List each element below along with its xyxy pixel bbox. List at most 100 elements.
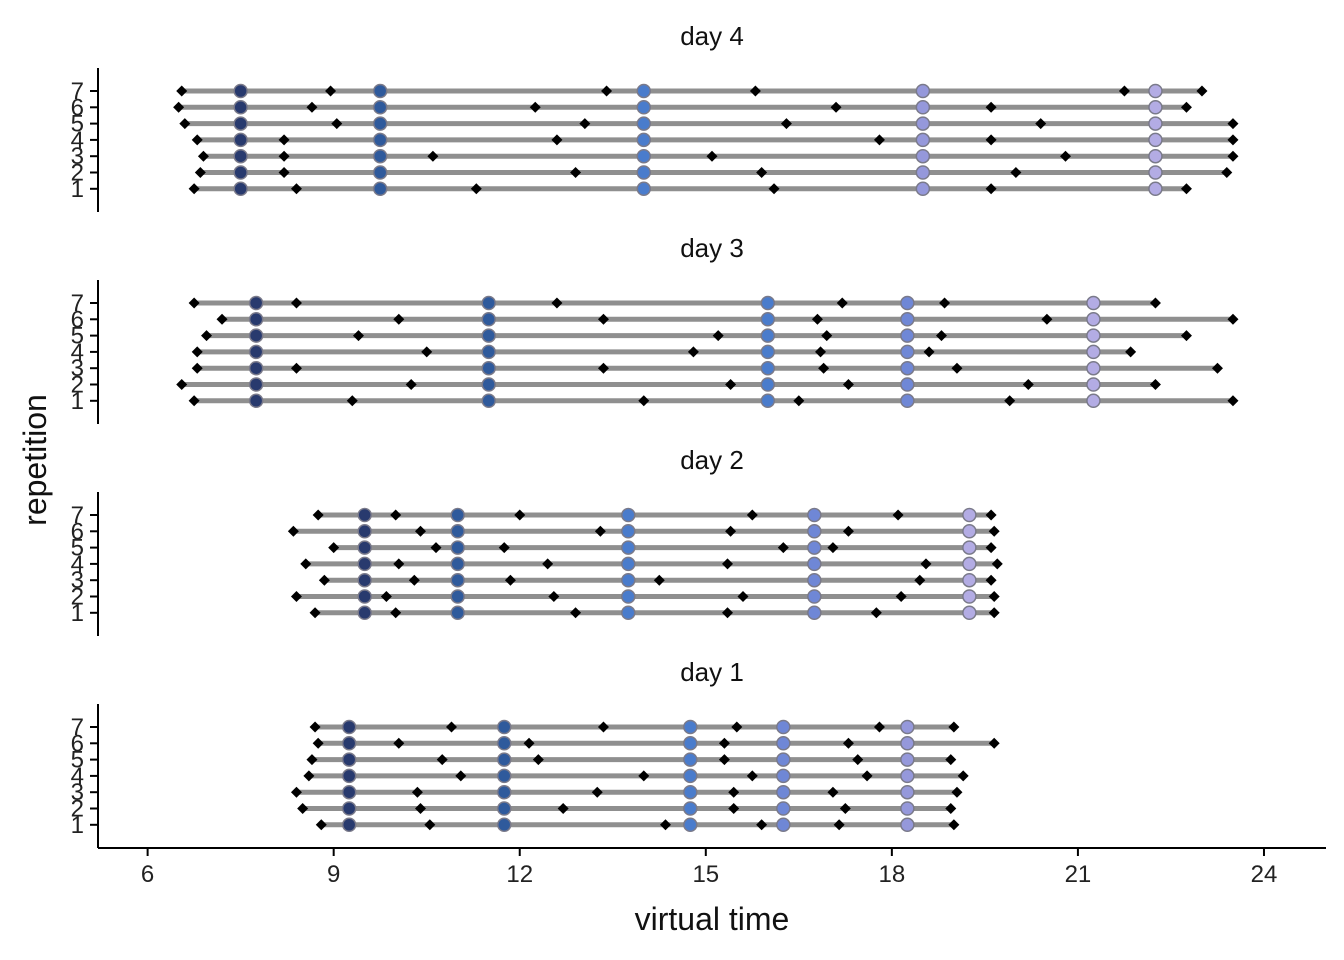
event-point xyxy=(722,558,734,570)
event-point xyxy=(1022,379,1034,390)
marker-point xyxy=(372,100,388,115)
marker-point xyxy=(915,165,931,180)
marker-point xyxy=(807,507,822,523)
event-point xyxy=(570,607,582,619)
x-axis-title: virtual time xyxy=(635,901,790,937)
event-point xyxy=(315,819,327,831)
marker-point xyxy=(481,344,496,360)
y-tick-label: 6 xyxy=(71,730,84,757)
marker-point xyxy=(776,801,791,816)
event-point xyxy=(325,85,337,97)
event-point xyxy=(728,786,740,798)
event-point xyxy=(424,819,436,831)
event-point xyxy=(988,591,1000,602)
event-point xyxy=(557,803,569,814)
marker-point xyxy=(683,768,698,784)
event-point xyxy=(842,379,854,390)
marker-point xyxy=(807,556,822,572)
marker-point xyxy=(807,572,822,588)
marker-point xyxy=(962,540,977,555)
event-point xyxy=(659,819,671,831)
marker-point xyxy=(807,540,822,555)
y-tick-label: 3 xyxy=(71,143,84,170)
event-point xyxy=(290,786,302,798)
marker-point xyxy=(915,100,931,115)
event-point xyxy=(985,134,997,146)
x-tick-label: 12 xyxy=(506,861,533,888)
marker-point xyxy=(1086,295,1101,311)
marker-point xyxy=(636,132,652,148)
marker-point xyxy=(357,605,372,621)
event-point xyxy=(870,607,882,619)
event-point xyxy=(749,85,761,97)
event-point xyxy=(570,167,582,178)
marker-point xyxy=(248,312,264,327)
event-point xyxy=(504,574,516,586)
event-point xyxy=(346,395,358,407)
marker-point xyxy=(962,572,977,588)
event-point xyxy=(278,150,290,162)
marker-point xyxy=(962,556,977,572)
marker-point xyxy=(621,605,636,621)
event-point xyxy=(746,509,758,521)
event-point xyxy=(415,803,427,814)
event-point xyxy=(833,819,845,831)
event-point xyxy=(297,803,309,814)
event-point xyxy=(818,362,830,374)
x-tick-label: 15 xyxy=(692,861,719,888)
marker-point xyxy=(900,360,915,376)
y-tick-label: 1 xyxy=(71,600,84,627)
marker-point xyxy=(450,524,465,539)
event-point xyxy=(597,313,609,325)
event-point xyxy=(551,134,563,146)
event-point xyxy=(1149,379,1161,390)
marker-point xyxy=(776,768,791,784)
marker-point xyxy=(450,572,465,588)
marker-point xyxy=(621,524,636,539)
marker-point xyxy=(915,148,931,164)
marker-point xyxy=(450,507,465,523)
marker-point xyxy=(450,589,465,604)
event-point xyxy=(728,803,740,814)
event-point xyxy=(985,542,997,554)
marker-point xyxy=(372,116,388,131)
marker-point xyxy=(621,572,636,588)
y-tick-label: 2 xyxy=(71,160,84,187)
event-point xyxy=(1227,118,1239,130)
marker-point xyxy=(683,752,698,767)
marker-point xyxy=(341,784,357,800)
event-point xyxy=(408,574,420,586)
event-point xyxy=(542,558,554,570)
marker-point xyxy=(683,784,698,800)
marker-point xyxy=(621,507,636,523)
event-point xyxy=(197,150,209,162)
event-point xyxy=(842,525,854,537)
marker-point xyxy=(1086,312,1101,327)
event-point xyxy=(532,754,544,766)
event-point xyxy=(1004,395,1016,407)
marker-point xyxy=(962,589,977,604)
event-point xyxy=(1227,134,1239,146)
x-axis: 6 9 12 15 18 21 24 xyxy=(98,847,1326,888)
marker-point xyxy=(248,360,264,376)
event-point xyxy=(935,330,947,342)
marker-point xyxy=(496,801,512,816)
event-point xyxy=(597,362,609,374)
event-point xyxy=(191,362,203,374)
y-tick-label: 1 xyxy=(71,812,84,839)
y-tick-label: 5 xyxy=(71,323,84,350)
event-point xyxy=(725,525,737,537)
marker-point xyxy=(372,83,388,99)
marker-point xyxy=(900,344,915,360)
event-point xyxy=(836,297,848,309)
event-point xyxy=(939,297,951,309)
event-point xyxy=(176,85,188,97)
marker-point xyxy=(760,344,776,360)
marker-point xyxy=(481,393,496,409)
event-point xyxy=(1149,297,1161,309)
event-point xyxy=(188,183,200,195)
marker-point xyxy=(496,752,512,767)
event-point xyxy=(393,313,405,325)
event-point xyxy=(957,770,969,782)
event-point xyxy=(821,330,833,342)
